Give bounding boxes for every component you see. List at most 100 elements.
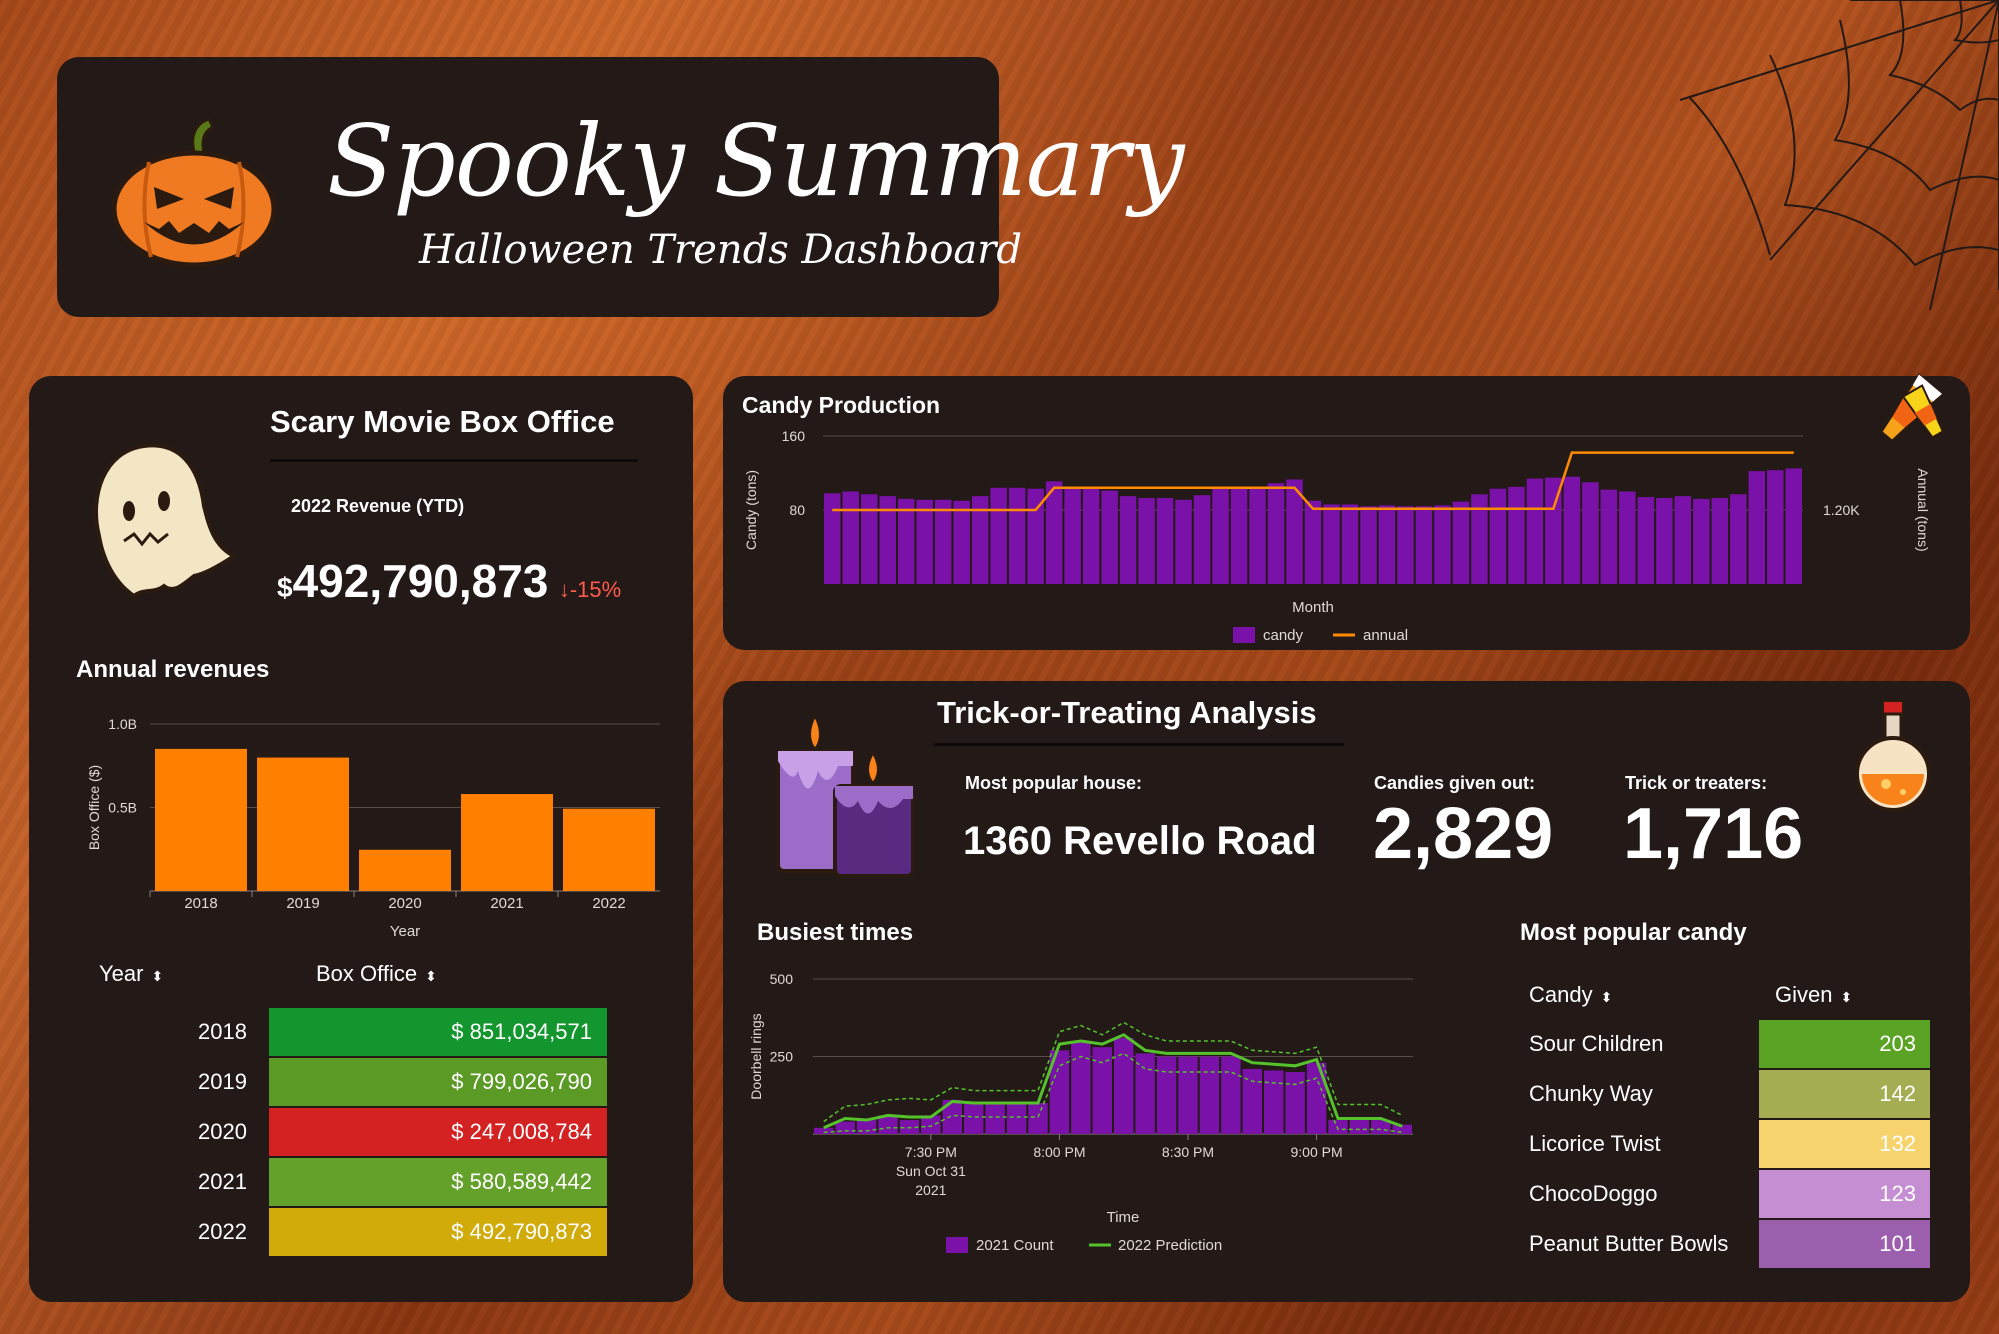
candy-corn-icon (1880, 373, 1945, 443)
prediction-upper-band (823, 1021, 1403, 1123)
bar (1221, 1056, 1241, 1134)
x-tick-label: 8:30 PM (1162, 1144, 1214, 1160)
table-row: Peanut Butter Bowls 101 (1529, 1219, 1930, 1269)
x-tick-label: 2021 (915, 1182, 946, 1198)
potion-icon (1855, 700, 1931, 812)
bar (1711, 497, 1729, 584)
bar (990, 487, 1007, 584)
bar (1064, 488, 1081, 584)
annual-line (832, 451, 1794, 512)
bar (1119, 496, 1137, 584)
bar (934, 499, 952, 584)
bar (1175, 499, 1192, 584)
spider-web-icon (1679, 0, 1999, 311)
bar (1156, 1056, 1177, 1134)
bar (1045, 481, 1063, 584)
sort-icon[interactable]: ⬍ (425, 968, 437, 984)
candy-given: 203 (1759, 1020, 1930, 1068)
bar (1378, 505, 1396, 584)
row-year: 2021 (198, 1169, 247, 1194)
row-box-office: $ 580,589,442 (269, 1158, 607, 1206)
trick-or-treaters-value: 1,716 (1623, 794, 1804, 874)
legend-swatch-candy (1233, 627, 1255, 643)
bar (1489, 488, 1507, 584)
x-tick-label: 9:00 PM (1291, 1144, 1343, 1160)
bar (1178, 1056, 1198, 1134)
bar (985, 1103, 1005, 1134)
kpi-value: 492,790,873 (292, 555, 549, 607)
y2-tick-label: 1.20K (1823, 502, 1860, 518)
header-panel: Spooky Summary Halloween Trends Dashboar… (57, 57, 1185, 317)
bar (1285, 1072, 1305, 1134)
table-row: Chunky Way 142 (1529, 1069, 1930, 1119)
candy-given: 132 (1759, 1120, 1930, 1168)
bar (1082, 488, 1100, 584)
candies-given-label: Candies given out: (1374, 773, 1536, 793)
bar (1693, 498, 1710, 584)
candy-column-header[interactable]: Candy ⬍ (1529, 982, 1613, 1007)
table-row: 2019 $ 799,026,790 (159, 1057, 607, 1107)
table-row: Licorice Twist 132 (1529, 1119, 1930, 1169)
bar (1049, 1050, 1070, 1134)
year-column-header[interactable]: Year ⬍ (99, 961, 164, 986)
down-arrow-icon: ↓ (558, 577, 570, 602)
kpi-label: 2022 Revenue (YTD) (291, 496, 465, 516)
ghost-icon (94, 443, 238, 599)
prediction-line (823, 1033, 1403, 1130)
bar (1582, 482, 1599, 584)
trick-title: Trick-or-Treating Analysis (937, 695, 1317, 730)
y-axis-label: Candy (tons) (743, 470, 759, 550)
bar (1785, 468, 1802, 584)
bar (1138, 497, 1155, 584)
legend-label-annual: annual (1363, 627, 1408, 644)
row-year: 2019 (198, 1069, 247, 1094)
x-tick-label: 2020 (388, 895, 421, 912)
popular-house-value: 1360 Revello Road (963, 819, 1317, 863)
annual-revenues-title: Annual revenues (76, 656, 270, 683)
bar (1508, 486, 1525, 584)
x-tick-label: 2019 (286, 895, 319, 912)
bar (257, 757, 349, 891)
bar (1199, 1056, 1220, 1134)
candy-production-panel: Candy Production 80 160 1.20K Month Candy (t… (723, 373, 1970, 650)
popular-house-label: Most popular house: (965, 773, 1142, 793)
bar (1349, 1120, 1370, 1134)
bar (1748, 471, 1766, 584)
candy-given: 101 (1759, 1220, 1930, 1268)
bar (1545, 477, 1562, 584)
bar (461, 794, 553, 891)
box-office-panel: Scary Movie Box Office 2022 Revenue (YTD… (29, 376, 693, 1302)
annual-revenue-chart: 0.5B 1.0B 2018 2019 2020 2021 2022 Year Box Offi… (86, 716, 660, 940)
row-year: 2018 (198, 1019, 247, 1044)
sort-icon[interactable]: ⬍ (1600, 989, 1613, 1005)
busiest-times-title: Busiest times (757, 919, 914, 946)
bar (953, 500, 970, 584)
sort-icon[interactable]: ⬍ (1840, 989, 1853, 1005)
bar (1249, 487, 1266, 584)
bar (878, 1115, 898, 1134)
candy-name: Chunky Way (1529, 1081, 1653, 1106)
candies-given-value: 2,829 (1373, 794, 1554, 874)
table-row: 2022 $ 492,790,873 (159, 1207, 607, 1257)
bar (1452, 501, 1470, 584)
title-underline (270, 459, 638, 462)
bar (1306, 1062, 1327, 1134)
row-year: 2022 (198, 1219, 247, 1244)
bar (1434, 505, 1451, 584)
candy-name: Sour Children (1529, 1031, 1664, 1056)
bar (1008, 487, 1026, 584)
y-tick-label: 250 (770, 1049, 794, 1065)
bar (1526, 478, 1544, 584)
y2-axis-label: Annual (tons) (1915, 468, 1931, 551)
x-tick-label: 2021 (490, 895, 523, 912)
box-office-column-header[interactable]: Box Office ⬍ (316, 961, 437, 986)
bar (1674, 496, 1692, 584)
bar (916, 499, 933, 584)
bar (1304, 500, 1322, 584)
given-column-header[interactable]: Given ⬍ (1775, 982, 1853, 1007)
sort-icon[interactable]: ⬍ (151, 968, 164, 984)
y-tick-label: 0.5B (108, 800, 137, 816)
bar (1323, 504, 1340, 584)
row-box-office: $ 851,034,571 (269, 1008, 607, 1056)
bar (1092, 1047, 1112, 1134)
